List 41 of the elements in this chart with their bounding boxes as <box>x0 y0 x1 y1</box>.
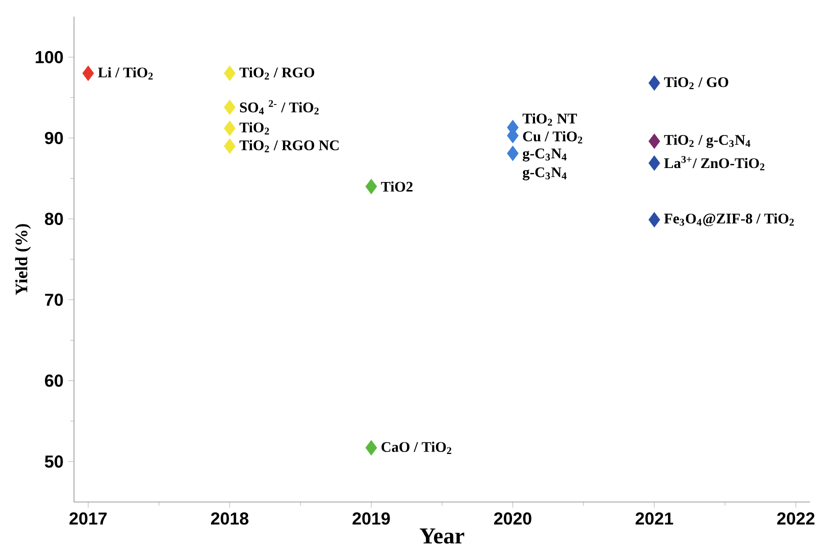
y-tick-label: 90 <box>44 132 63 144</box>
annotation: TiO$_{2}$ / g-C$_{3}$N$_{4}$ <box>664 134 750 148</box>
x-axis-title: Year <box>420 528 464 544</box>
point <box>224 138 236 154</box>
y-tick-label: 70 <box>45 294 63 306</box>
annotation: g-C$_{3}$N$_{4}$ <box>522 167 567 180</box>
annotation: La$^{3+}$/ ZnO-TiO$_{2}$ <box>664 156 764 170</box>
y-tick-label: 60 <box>44 374 63 387</box>
annotation: Li / TiO$_{2}$ <box>98 67 153 80</box>
annotation: TiO$_{2}$ / GO <box>664 76 728 90</box>
y-tick-label: 80 <box>44 212 63 226</box>
annotation: g-C$_{3}$N$_{4}$ <box>522 148 567 162</box>
y-tick-label: 50 <box>44 455 63 468</box>
point <box>365 178 378 194</box>
point <box>648 75 660 91</box>
y-axis-title: Yield (%) <box>15 224 31 296</box>
x-tick-label: 2017 <box>69 512 107 525</box>
y-tick-label: 100 <box>36 50 63 64</box>
annotation: Cu / TiO$_{2}$ <box>523 131 582 144</box>
point <box>648 212 660 228</box>
point <box>224 100 236 115</box>
annotation: Fe$_{3}$O$_{4}$@ZIF-8 / TiO$_{2}$ <box>664 213 794 226</box>
annotation: TiO$_{2}$ <box>240 122 269 134</box>
annotation: TiO$_{2}$ / RGO <box>240 67 314 80</box>
annotation: TiO$_{2}$ / RGO NC <box>240 140 339 152</box>
point <box>648 134 660 149</box>
annotation: TiO$_{2}$ NT <box>522 113 577 126</box>
point <box>365 440 378 456</box>
point <box>82 66 94 81</box>
x-tick-label: 2018 <box>211 512 248 525</box>
point <box>224 66 236 81</box>
annotation: CaO / TiO$_{2}$ <box>382 442 452 454</box>
annotation: TiO2 <box>381 181 413 192</box>
x-tick-label: 2022 <box>777 512 814 525</box>
x-tick-label: 2019 <box>352 512 390 525</box>
point <box>648 155 660 171</box>
point <box>224 120 236 136</box>
x-tick-label: 2021 <box>636 512 674 525</box>
point <box>507 146 519 161</box>
x-tick-label: 2020 <box>494 512 532 525</box>
annotation: SO$_{4}$ $^{2-}$ / TiO$_{2}$ <box>240 100 319 114</box>
